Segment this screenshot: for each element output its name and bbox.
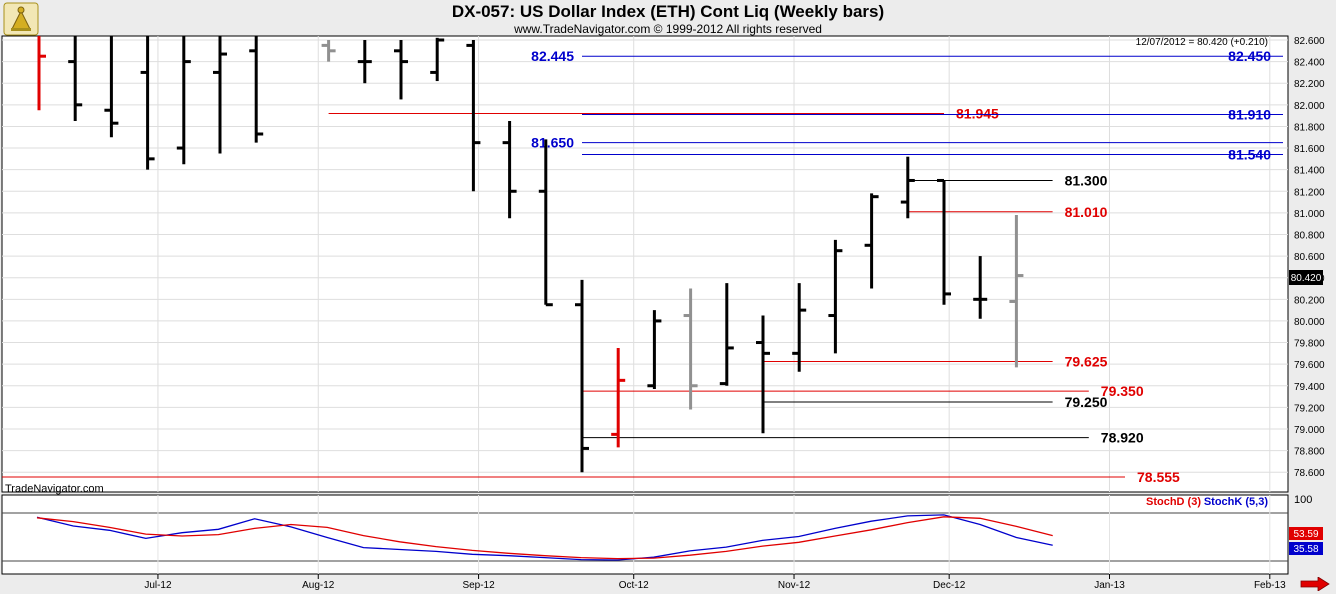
chart-title: DX-057: US Dollar Index (ETH) Cont Liq (… bbox=[451, 2, 885, 21]
price-axis: 82.600 82.400 82.200 82.000 81.800 81.600 81.4… bbox=[1294, 36, 1325, 479]
price-tick-label: 79.600 bbox=[1294, 360, 1325, 371]
price-tick-label: 80.000 bbox=[1294, 317, 1325, 328]
legend-stochd: StochD (3) bbox=[1146, 496, 1201, 508]
level-label-left: 81.650 bbox=[531, 135, 574, 151]
time-grid bbox=[157, 36, 1271, 574]
support-resistance-levels: 82.445 82.450 81.945 81.910 81.650 81.540 81.3… bbox=[2, 48, 1283, 485]
ohlc-bar bbox=[647, 310, 662, 389]
scroll-right-arrow-icon[interactable] bbox=[1300, 577, 1330, 591]
price-grid bbox=[2, 39, 1288, 473]
level-label-right: 81.540 bbox=[1228, 147, 1271, 163]
last-price-label: 80.420 bbox=[1291, 273, 1322, 284]
level-label: 81.010 bbox=[1065, 204, 1108, 220]
stochastic-lines bbox=[36, 514, 1053, 561]
time-axis: Jul-12 Aug-12 Sep-12 Oct-12 Nov-12 Dec-12 Jan-… bbox=[144, 574, 1286, 591]
ohlc-bar bbox=[357, 40, 372, 84]
ohlc-bar bbox=[249, 36, 264, 143]
copyright-text: www.TradeNavigator.com © 1999-2012 All r… bbox=[514, 22, 822, 36]
ohlc-bar bbox=[68, 36, 83, 122]
watermark-text: TradeNavigator.com bbox=[5, 483, 104, 495]
price-tick-label: 81.600 bbox=[1294, 144, 1325, 155]
price-tick-label: 79.400 bbox=[1294, 382, 1325, 393]
last-value-note: 12/07/2012 = 80.420 (+0.210) bbox=[1136, 37, 1268, 48]
ohlc-bar bbox=[864, 193, 879, 289]
ohlc-bar bbox=[538, 139, 553, 307]
ohlc-bar bbox=[176, 36, 191, 165]
level-label-right: 82.450 bbox=[1228, 48, 1271, 64]
time-tick-label: Nov-12 bbox=[778, 580, 811, 591]
ohlc-bar bbox=[900, 156, 915, 219]
level-label: 79.350 bbox=[1101, 383, 1144, 399]
ohlc-bar bbox=[37, 36, 46, 111]
ohlc-bar bbox=[792, 283, 807, 372]
trade-navigator-logo-icon bbox=[3, 2, 39, 36]
stochastic-plot-area bbox=[1, 494, 1289, 575]
level-label-right: 81.910 bbox=[1228, 107, 1271, 123]
level-label-left: 82.445 bbox=[531, 48, 574, 64]
price-tick-label: 81.400 bbox=[1294, 166, 1325, 177]
price-plot-area bbox=[1, 35, 1289, 493]
price-tick-label: 79.000 bbox=[1294, 425, 1325, 436]
level-label: 79.250 bbox=[1065, 394, 1108, 410]
price-tick-label: 82.400 bbox=[1294, 58, 1325, 69]
stoch-axis-label: 100 bbox=[1294, 494, 1312, 506]
level-label: 78.920 bbox=[1101, 430, 1144, 446]
price-tick-label: 79.200 bbox=[1294, 403, 1325, 414]
price-tick-label: 82.200 bbox=[1294, 79, 1325, 90]
level-label: 81.300 bbox=[1065, 172, 1108, 188]
time-tick-label: Oct-12 bbox=[619, 580, 649, 591]
price-tick-label: 81.800 bbox=[1294, 122, 1325, 133]
ohlc-bar bbox=[683, 288, 698, 410]
level-label: 79.625 bbox=[1065, 353, 1108, 369]
stochk-value: 35.58 bbox=[1293, 544, 1318, 555]
time-tick-label: Jul-12 bbox=[144, 580, 172, 591]
ohlc-bar bbox=[1009, 215, 1024, 368]
price-tick-label: 80.200 bbox=[1294, 295, 1325, 306]
ohlc-bar bbox=[937, 178, 951, 305]
ohlc-bar bbox=[502, 121, 517, 219]
ohlc-bar bbox=[321, 40, 336, 62]
ohlc-bar bbox=[756, 315, 770, 434]
ohlc-bar bbox=[611, 347, 626, 448]
price-tick-label: 81.200 bbox=[1294, 187, 1325, 198]
ohlc-bar bbox=[430, 37, 445, 82]
time-tick-label: Dec-12 bbox=[933, 580, 966, 591]
time-tick-label: Jan-13 bbox=[1094, 580, 1125, 591]
price-tick-label: 78.600 bbox=[1294, 468, 1325, 479]
time-tick-label: Feb-13 bbox=[1254, 580, 1286, 591]
price-tick-label: 80.600 bbox=[1294, 252, 1325, 263]
ohlc-bar bbox=[140, 36, 155, 170]
stoch-series-line bbox=[36, 514, 1053, 561]
ohlc-bars bbox=[37, 36, 1024, 473]
price-tick-label: 78.800 bbox=[1294, 447, 1325, 458]
stochk-value-badge bbox=[1289, 542, 1323, 555]
ohlc-bar bbox=[828, 239, 843, 354]
price-tick-label: 80.800 bbox=[1294, 230, 1325, 241]
level-label: 78.555 bbox=[1137, 469, 1180, 485]
legend-stochk: StochK (5,3) bbox=[1204, 496, 1269, 508]
level-label: 81.945 bbox=[956, 105, 999, 121]
time-tick-label: Sep-12 bbox=[462, 580, 495, 591]
ohlc-bar bbox=[466, 40, 481, 192]
ohlc-bar bbox=[575, 279, 589, 473]
price-tick-label: 82.000 bbox=[1294, 101, 1325, 112]
price-tick-label: 81.000 bbox=[1294, 209, 1325, 220]
price-tick-label: 82.600 bbox=[1294, 36, 1325, 47]
ohlc-bar bbox=[213, 36, 227, 154]
ohlc-bar bbox=[973, 256, 988, 319]
stoch-series-line bbox=[36, 516, 1053, 560]
ohlc-bar bbox=[719, 283, 734, 386]
time-tick-label: Aug-12 bbox=[302, 580, 335, 591]
stochd-value-badge bbox=[1289, 527, 1323, 540]
price-tick-label: 79.800 bbox=[1294, 339, 1325, 350]
last-price-badge bbox=[1289, 270, 1323, 285]
ohlc-bar bbox=[104, 36, 119, 138]
ohlc-bar bbox=[394, 40, 408, 100]
stochd-value: 53.59 bbox=[1293, 529, 1318, 540]
